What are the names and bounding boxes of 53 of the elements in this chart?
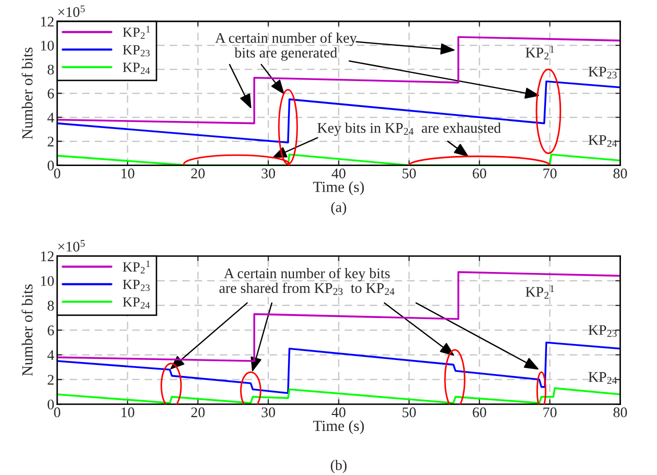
x-tick-label: 10 (122, 407, 134, 418)
x-tick-label: 20 (191, 168, 205, 178)
x-tick-label: 80 (613, 168, 627, 178)
text: (b) (330, 460, 347, 474)
annotation: KP$_{24}$ (588, 372, 617, 384)
x-tick-label: 50 (402, 407, 416, 418)
annotation: KP$_{23}$ (588, 325, 617, 337)
y-tick-label: 4 (47, 350, 54, 360)
legend-label: KP$_{2}$$^{1}$ (122, 260, 150, 274)
y-tick-label: 8 (48, 64, 54, 75)
legend-label: KP$_{23}$ (122, 45, 150, 56)
text: ×10$^{5}$ (58, 5, 85, 17)
y-tick-label: 12 (41, 251, 54, 262)
x-tick-label: 40 (332, 168, 346, 178)
text: ×10$^{5}$ (58, 240, 85, 252)
y-tick-label: 0 (48, 400, 54, 410)
y-tick-label: 0 (48, 160, 54, 171)
annotation: A certain number of key bits are shared from KP$_{23}$ to KP$_{24}$ (219, 268, 394, 295)
x-tick-label: 60 (472, 168, 486, 178)
y-tick-label: 2 (48, 136, 54, 146)
y-tick-label: 8 (48, 300, 54, 311)
annotation: KP$_{2}$$^{1}$ (526, 285, 554, 299)
x-tick-label: 70 (543, 168, 557, 178)
y-tick-label: 10 (41, 40, 54, 51)
y-tick-label: 6 (48, 326, 54, 336)
annotation: KP$_{24}$ (588, 135, 617, 147)
legend-label: KP$_{23}$ (122, 280, 150, 292)
legend-label: KP$_{2}$$^{1}$ (122, 26, 150, 39)
x-tick-label: 10 (122, 168, 134, 178)
x-tick-label: 20 (191, 407, 205, 418)
legend-label: KP$_{24}$ (122, 297, 150, 308)
annotation: KP$_{2}$$^{1}$ (526, 46, 554, 60)
legend-label: KP$_{24}$ (122, 62, 150, 74)
annotation: Key bits in KP$_{24}$ are exhausted (317, 122, 501, 136)
y-tick-label: 6 (48, 88, 54, 99)
y-axis-title: Number of bits (22, 48, 33, 140)
y-tick-label: 12 (41, 16, 54, 26)
x-tick-label: 80 (613, 407, 627, 418)
x-tick-label: 50 (402, 168, 416, 178)
y-tick-label: 2 (48, 374, 54, 385)
y-tick-label: 4 (47, 112, 54, 122)
y-tick-label: 10 (41, 276, 54, 286)
annotation: A certain number of key bits are generated (215, 32, 357, 61)
x-tick-label: 30 (262, 407, 276, 418)
x-tick-label: 60 (472, 407, 486, 418)
x-axis-title: Time (s) (313, 181, 364, 196)
y-axis-title: Number of bits (22, 284, 33, 376)
x-tick-label: 40 (332, 407, 346, 418)
x-tick-label: 70 (543, 407, 557, 418)
x-axis-title: Time (s) (313, 420, 364, 434)
text: (a) (331, 202, 346, 216)
annotation: KP$_{23}$ (588, 66, 617, 78)
x-tick-label: 30 (262, 168, 276, 178)
